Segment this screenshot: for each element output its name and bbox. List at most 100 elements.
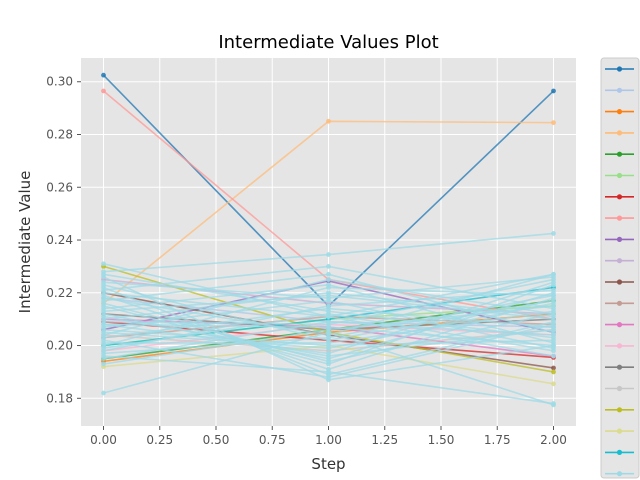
y-tick-label: 0.20 xyxy=(46,339,73,353)
legend-entry xyxy=(605,258,634,264)
data-point xyxy=(101,88,106,94)
legend-entry xyxy=(605,66,634,72)
legend-entry xyxy=(605,322,634,328)
chart-title: Intermediate Values Plot xyxy=(218,32,438,53)
series-46 xyxy=(101,322,556,380)
data-point xyxy=(326,285,331,290)
data-point xyxy=(551,327,556,333)
data-point xyxy=(551,287,556,293)
data-point xyxy=(101,332,106,338)
legend-entry xyxy=(605,449,634,455)
data-point xyxy=(551,343,556,348)
data-point xyxy=(326,303,331,309)
data-point xyxy=(551,353,556,359)
legend-marker xyxy=(616,364,623,370)
x-axis-label: Step xyxy=(311,455,345,473)
legend-marker xyxy=(616,215,623,221)
data-point xyxy=(101,295,106,301)
legend-entry xyxy=(605,109,634,115)
series-lines xyxy=(101,72,556,408)
data-point xyxy=(551,401,556,406)
x-tick-label: 0.50 xyxy=(203,433,230,447)
series-49 xyxy=(101,287,556,354)
data-point xyxy=(326,271,331,277)
x-tick-label: 0.75 xyxy=(259,433,286,447)
legend-entry xyxy=(605,428,634,434)
y-tick-label: 0.24 xyxy=(46,233,73,247)
x-tick-label: 1.00 xyxy=(315,433,342,447)
data-point xyxy=(101,337,106,343)
y-axis-label: Intermediate Value xyxy=(16,171,34,314)
x-tick-label: 0.25 xyxy=(146,433,173,447)
data-point xyxy=(551,335,556,341)
series-53 xyxy=(101,285,556,348)
legend-entry xyxy=(605,236,634,242)
legend-entry xyxy=(605,279,634,285)
series-54 xyxy=(101,300,556,364)
data-point xyxy=(551,365,556,371)
data-point xyxy=(551,231,556,236)
legend-entry xyxy=(605,343,634,349)
x-axis-ticks: 0.00 0.25 0.50 0.75 1.00 1.25 1.50 1.75 2.00 xyxy=(90,426,567,447)
y-tick-label: 0.26 xyxy=(46,180,73,194)
data-point xyxy=(551,316,556,322)
data-point xyxy=(101,322,106,327)
legend-marker xyxy=(616,279,623,285)
data-point xyxy=(551,293,556,298)
y-tick-label: 0.30 xyxy=(46,75,73,89)
data-point xyxy=(326,343,331,348)
data-point xyxy=(326,358,331,364)
legend-marker xyxy=(616,66,623,72)
legend-marker xyxy=(616,130,623,136)
data-point xyxy=(551,369,556,375)
series-51 xyxy=(101,271,556,338)
data-point xyxy=(101,390,106,396)
x-tick-label: 1.50 xyxy=(428,433,455,447)
series-42 xyxy=(101,314,556,359)
data-point xyxy=(551,311,556,317)
legend-entry xyxy=(605,130,634,136)
data-point xyxy=(326,298,331,304)
legend-marker xyxy=(616,194,623,200)
legend-entry xyxy=(605,87,634,93)
series-48 xyxy=(101,282,556,343)
legend-marker xyxy=(616,258,623,264)
data-point xyxy=(101,361,106,367)
legend-entry xyxy=(605,471,634,477)
data-point xyxy=(326,324,331,330)
legend-marker xyxy=(616,172,623,179)
legend-entry xyxy=(605,151,634,157)
x-tick-label: 1.25 xyxy=(371,433,398,447)
data-point xyxy=(551,298,556,304)
data-point xyxy=(326,337,331,343)
y-tick-label: 0.18 xyxy=(46,391,73,405)
series-47 xyxy=(101,290,556,359)
data-point xyxy=(326,118,331,124)
data-point xyxy=(101,327,106,333)
data-point xyxy=(101,271,106,277)
x-tick-label: 2.00 xyxy=(540,433,567,447)
legend-marker xyxy=(616,300,623,306)
legend-marker xyxy=(616,109,623,115)
legend-entry xyxy=(605,215,634,221)
legend-entry xyxy=(605,172,634,179)
data-point xyxy=(326,369,331,375)
data-point xyxy=(101,308,106,314)
data-point xyxy=(101,353,106,359)
data-point xyxy=(326,374,331,380)
data-point xyxy=(101,261,106,267)
legend-entry xyxy=(605,364,634,370)
data-point xyxy=(551,120,556,126)
data-point xyxy=(101,348,106,354)
data-point xyxy=(326,264,331,269)
legend-entry xyxy=(605,407,634,413)
data-point xyxy=(551,277,556,282)
data-point xyxy=(101,72,106,78)
y-tick-label: 0.22 xyxy=(46,286,73,300)
legend-marker xyxy=(616,343,623,349)
series-41 xyxy=(101,293,556,322)
x-tick-label: 1.75 xyxy=(484,433,511,447)
data-point xyxy=(551,88,556,94)
y-tick-label: 0.28 xyxy=(46,128,73,142)
